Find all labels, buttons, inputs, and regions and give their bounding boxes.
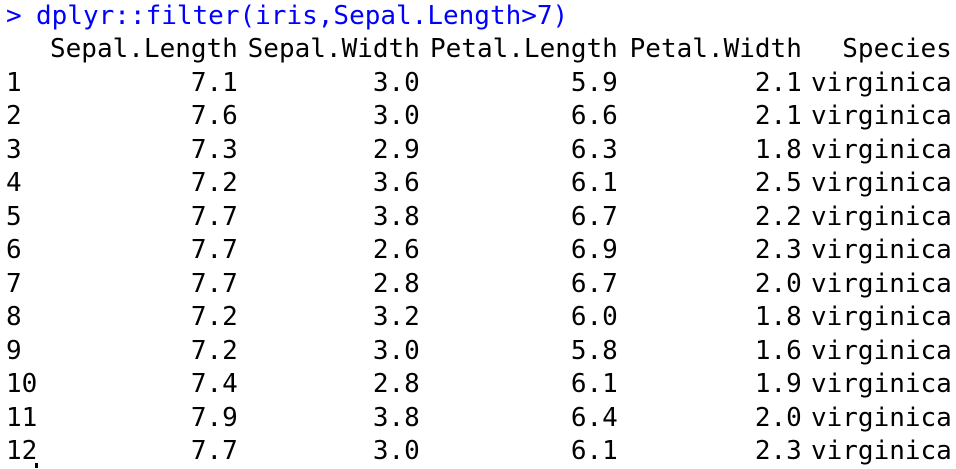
petal-length-cell: 6.1: [570, 168, 618, 198]
header-petal-length: Petal.Length: [430, 34, 618, 64]
table-row: 12 7.7 3.0 6.1 2.3 virginica: [6, 435, 952, 469]
table-row: 10 7.4 2.8 6.1 1.9 virginica: [6, 368, 952, 402]
table-row: 3 7.3 2.9 6.3 1.8 virginica: [6, 134, 952, 168]
petal-length-cell: 6.3: [570, 134, 618, 165]
table-row: 6 7.7 2.6 6.9 2.3 virginica: [6, 234, 952, 268]
sepal-width-cell: 2.8: [372, 369, 420, 399]
table-row: 4 7.2 3.6 6.1 2.5 virginica: [6, 167, 952, 201]
species-cell: virginica: [810, 201, 952, 232]
sepal-width-cell: 3.0: [372, 335, 420, 366]
petal-width-cell: 2.1: [754, 101, 802, 131]
sepal-length-cell: 7.1: [190, 67, 238, 98]
table-row: 11 7.9 3.8 6.4 2.0 virginica: [6, 402, 952, 436]
sepal-width-cell: 2.6: [372, 235, 420, 265]
sepal-length-cell: 7.7: [190, 436, 238, 466]
table-row: 9 7.2 3.0 5.8 1.6 virginica: [6, 335, 952, 369]
sepal-width-cell: 3.2: [372, 302, 420, 332]
sepal-width-cell: 2.8: [372, 268, 420, 299]
row-index: 11: [6, 402, 38, 433]
row-index: 7: [6, 268, 22, 299]
species-cell: virginica: [810, 67, 952, 98]
header-sepal-width: Sepal.Width: [247, 34, 420, 64]
sepal-width-cell: 3.8: [372, 201, 420, 232]
petal-length-cell: 6.9: [570, 235, 618, 265]
sepal-length-cell: 7.2: [190, 168, 238, 198]
r-console[interactable]: > dplyr::filter(iris,Sepal.Length>7): [6, 0, 950, 34]
row-index: 3: [6, 134, 22, 165]
sepal-length-cell: 7.6: [190, 101, 238, 131]
sepal-length-cell: 7.7: [190, 268, 238, 299]
table-row: 5 7.7 3.8 6.7 2.2 virginica: [6, 201, 952, 235]
petal-length-cell: 5.8: [570, 335, 618, 366]
row-index: 12: [6, 436, 38, 466]
sepal-length-cell: 7.3: [190, 134, 238, 165]
row-index: 10: [6, 369, 38, 399]
sepal-length-cell: 7.2: [190, 302, 238, 332]
species-cell: virginica: [810, 134, 952, 165]
sepal-length-cell: 7.9: [190, 402, 238, 433]
console-cursor: [35, 463, 38, 468]
sepal-length-cell: 7.2: [190, 335, 238, 366]
sepal-width-cell: 3.0: [372, 67, 420, 98]
table-row: 7 7.7 2.8 6.7 2.0 virginica: [6, 268, 952, 302]
sepal-length-cell: 7.4: [190, 369, 238, 399]
row-index: 2: [6, 101, 22, 131]
header-sepal-length: Sepal.Length: [50, 34, 238, 64]
petal-width-cell: 1.8: [754, 302, 802, 332]
petal-length-cell: 5.9: [570, 67, 618, 98]
header-species: Species: [842, 34, 952, 64]
header-row-index: [6, 33, 50, 67]
sepal-width-cell: 2.9: [372, 134, 420, 165]
row-index: 4: [6, 168, 22, 198]
species-cell: virginica: [810, 168, 952, 198]
row-index: 8: [6, 302, 22, 332]
output-table: Sepal.Length Sepal.Width Petal.Length Pe…: [6, 33, 952, 469]
row-index: 6: [6, 235, 22, 265]
petal-width-cell: 1.8: [754, 134, 802, 165]
species-cell: virginica: [810, 101, 952, 131]
sepal-length-cell: 7.7: [190, 201, 238, 232]
species-cell: virginica: [810, 335, 952, 366]
species-cell: virginica: [810, 369, 952, 399]
table-header-row: Sepal.Length Sepal.Width Petal.Length Pe…: [6, 33, 952, 67]
petal-width-cell: 2.1: [754, 67, 802, 98]
petal-length-cell: 6.1: [570, 436, 618, 466]
command-line: > dplyr::filter(iris,Sepal.Length>7): [6, 0, 950, 34]
petal-width-cell: 1.9: [754, 369, 802, 399]
petal-length-cell: 6.1: [570, 369, 618, 399]
sepal-length-cell: 7.7: [190, 235, 238, 265]
petal-width-cell: 2.3: [754, 235, 802, 265]
petal-length-cell: 6.0: [570, 302, 618, 332]
species-cell: virginica: [810, 235, 952, 265]
row-index: 9: [6, 335, 22, 366]
row-index: 5: [6, 201, 22, 232]
command-text: dplyr::filter(iris,Sepal.Length>7): [36, 1, 569, 31]
console-prompt: >: [6, 1, 22, 31]
table-row: 2 7.6 3.0 6.6 2.1 virginica: [6, 100, 952, 134]
species-cell: virginica: [810, 302, 952, 332]
species-cell: virginica: [810, 436, 952, 466]
petal-width-cell: 2.3: [754, 436, 802, 466]
table-row: 1 7.1 3.0 5.9 2.1 virginica: [6, 67, 952, 101]
petal-length-cell: 6.7: [570, 201, 618, 232]
sepal-width-cell: 3.0: [372, 101, 420, 131]
species-cell: virginica: [810, 268, 952, 299]
petal-length-cell: 6.6: [570, 101, 618, 131]
header-petal-width: Petal.Width: [629, 34, 802, 64]
petal-width-cell: 2.2: [754, 201, 802, 232]
sepal-width-cell: 3.0: [372, 436, 420, 466]
petal-width-cell: 2.5: [754, 168, 802, 198]
petal-length-cell: 6.7: [570, 268, 618, 299]
petal-length-cell: 6.4: [570, 402, 618, 433]
petal-width-cell: 2.0: [754, 268, 802, 299]
table-body: 1 7.1 3.0 5.9 2.1 virginica 2 7.6 3.0 6.6 2.1 virgi…: [6, 67, 952, 469]
sepal-width-cell: 3.8: [372, 402, 420, 433]
sepal-width-cell: 3.6: [372, 168, 420, 198]
petal-width-cell: 1.6: [754, 335, 802, 366]
row-index: 1: [6, 67, 22, 98]
petal-width-cell: 2.0: [754, 402, 802, 433]
species-cell: virginica: [810, 402, 952, 433]
table-row: 8 7.2 3.2 6.0 1.8 virginica: [6, 301, 952, 335]
